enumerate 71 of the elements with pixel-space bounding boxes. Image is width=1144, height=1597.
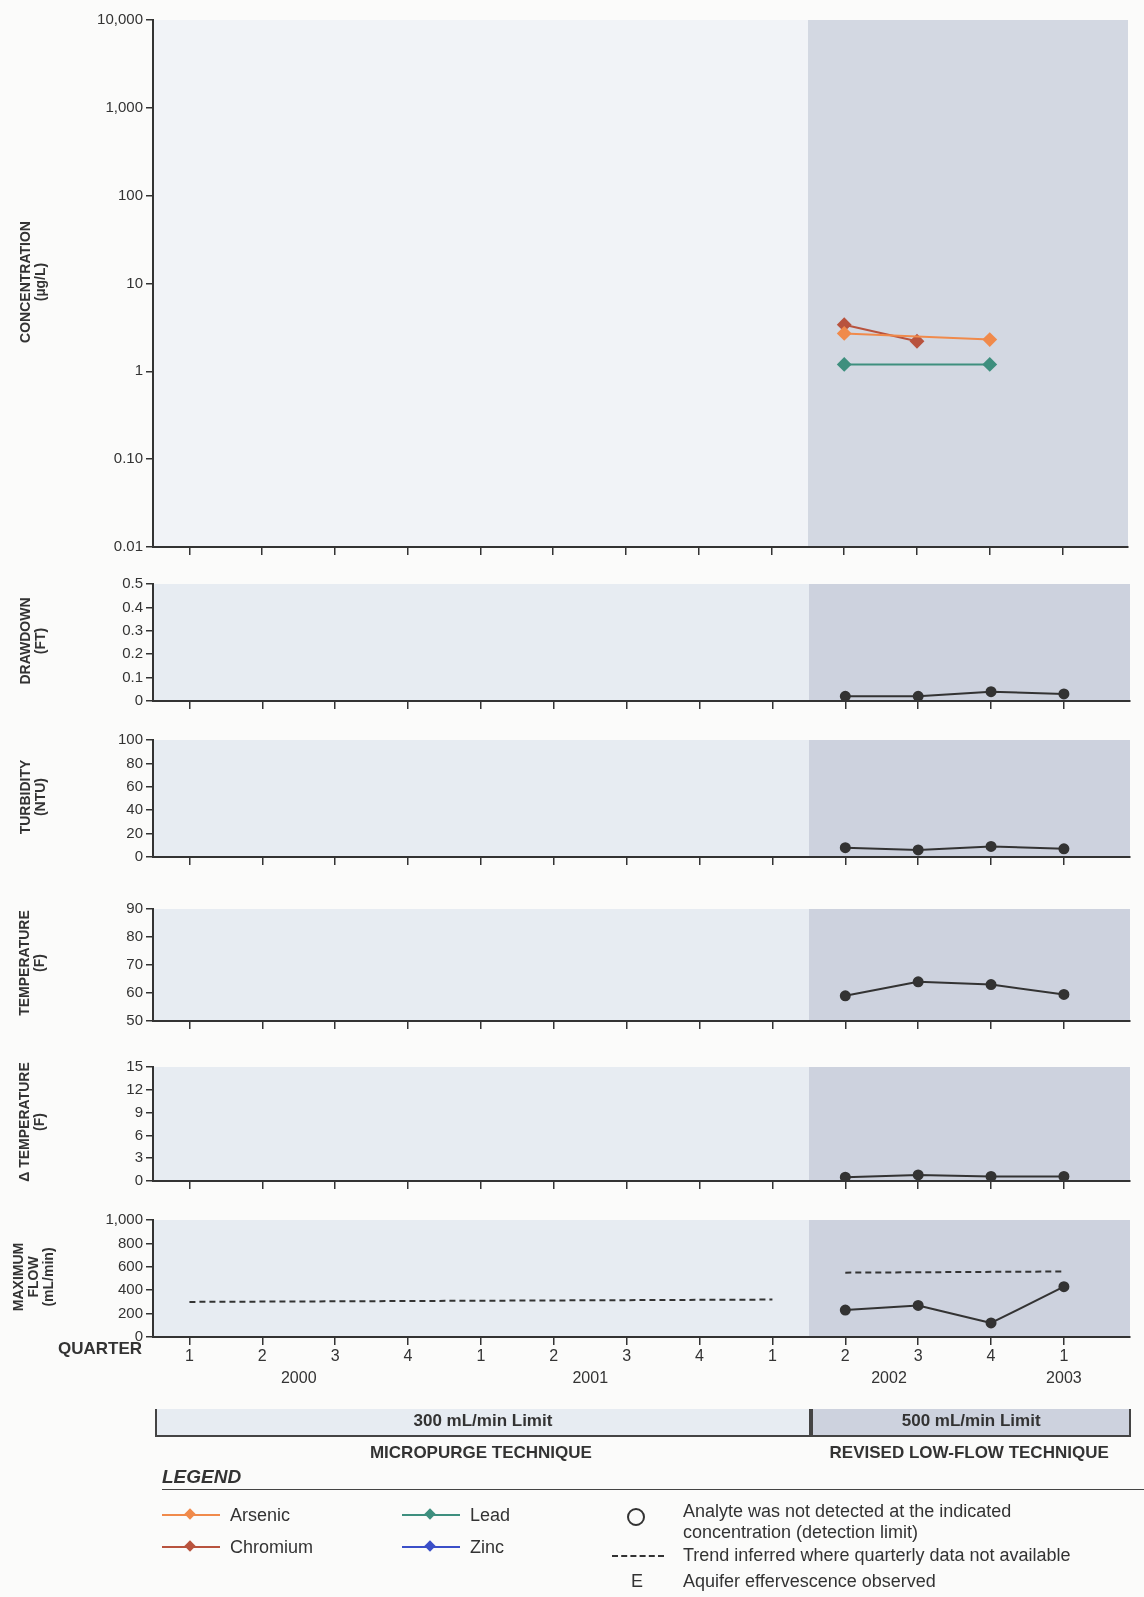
- text: E: [631, 1571, 644, 1592]
- y-tick-label: 80: [126, 753, 143, 771]
- y-tick-label: 9: [134, 1102, 143, 1120]
- text: 500 mL/min Limit: [901, 1411, 1041, 1430]
- y-axis-title: Δ TEMPERATURE (F): [15, 1062, 48, 1182]
- y-tick-label: 70: [126, 955, 143, 973]
- y-tick-label: 3: [134, 1148, 143, 1166]
- x-tick-label: 2: [257, 1347, 267, 1365]
- y-tick-label: 0.5: [122, 574, 143, 592]
- text: Analyte was not detected at the indicated concentration (detection limit): [683, 1501, 1013, 1543]
- y-tick-label: 400: [117, 1280, 143, 1298]
- y-tick-label: 0: [134, 691, 143, 709]
- y-tick-label: 0.2: [122, 644, 143, 662]
- x-tick-label: 2: [840, 1347, 850, 1365]
- y-tick-label: 60: [126, 983, 143, 1001]
- text: 2003: [1046, 1369, 1082, 1387]
- y-tick-label: 800: [117, 1233, 143, 1251]
- y-tick-label: 0.1: [122, 667, 143, 685]
- x-tick-label: 3: [913, 1347, 923, 1365]
- y-tick-label: 1: [134, 361, 143, 379]
- y-tick-label: 0: [134, 1171, 143, 1189]
- y-tick-label: 80: [126, 927, 143, 945]
- x-tick-label: 1: [184, 1347, 194, 1365]
- y-tick-label: 50: [126, 1011, 143, 1029]
- x-tick-label: 4: [695, 1347, 705, 1365]
- text: MICROPURGE TECHNIQUE: [368, 1443, 593, 1463]
- text: 2000: [280, 1369, 317, 1387]
- text: 300 mL/min Limit: [413, 1411, 553, 1430]
- y-tick-label: 0.4: [122, 597, 143, 615]
- y-tick-label: 90: [126, 899, 143, 917]
- x-tick-label: 4: [403, 1347, 413, 1365]
- y-tick-label: 600: [117, 1256, 143, 1274]
- y-tick-label: 40: [126, 800, 143, 818]
- y-tick-label: 10,000: [97, 10, 143, 28]
- x-tick-label: 2: [549, 1347, 559, 1365]
- x-tick-label: 1: [476, 1347, 486, 1365]
- y-tick-label: 0: [134, 847, 143, 865]
- y-tick-label: 100: [117, 185, 143, 203]
- legend-label: Zinc: [470, 1536, 505, 1558]
- y-tick-label: 100: [117, 730, 143, 748]
- legend-label: Arsenic: [230, 1504, 291, 1526]
- x-tick-label: 1: [1059, 1347, 1069, 1365]
- y-tick-label: 1,000: [105, 97, 143, 115]
- y-tick-label: 0.3: [122, 620, 143, 638]
- legend-label: Lead: [470, 1504, 511, 1526]
- y-tick-label: 6: [134, 1125, 143, 1143]
- x-tick-label: 1: [767, 1347, 777, 1365]
- y-tick-label: 60: [126, 776, 143, 794]
- y-tick-label: 0.01: [113, 537, 143, 555]
- y-tick-label: 20: [126, 823, 143, 841]
- text: Aquifer effervescence observed: [683, 1571, 936, 1592]
- text: 2001: [572, 1369, 609, 1387]
- y-tick-label: 15: [126, 1057, 143, 1075]
- text: REVISED LOW-FLOW TECHNIQUE: [828, 1443, 1110, 1463]
- legend-label: Chromium: [230, 1536, 314, 1558]
- y-axis-title: DRAWDOWN (FT): [15, 595, 49, 687]
- y-tick-label: 0.10: [113, 449, 143, 467]
- x-tick-label: 3: [622, 1347, 632, 1365]
- y-tick-label: 200: [117, 1303, 143, 1321]
- x-tick-label: 3: [330, 1347, 340, 1365]
- y-tick-label: 1,000: [105, 1210, 143, 1228]
- y-axis-title: TURBIDITY (NTU): [15, 758, 49, 836]
- y-axis-title: TEMPERATURE (F): [15, 909, 48, 1018]
- text: 2002: [871, 1369, 907, 1387]
- x-tick-label: 4: [986, 1347, 996, 1365]
- text: Trend inferred where quarterly data not available: [683, 1545, 1071, 1566]
- y-axis-title: CONCENTRATION (µg/L): [15, 219, 49, 345]
- y-tick-label: 10: [126, 273, 143, 291]
- legend-title: LEGEND: [162, 1466, 1144, 1490]
- y-tick-label: 12: [126, 1079, 143, 1097]
- y-axis-title: MAXIMUM FLOW (mL/min): [7, 1241, 57, 1313]
